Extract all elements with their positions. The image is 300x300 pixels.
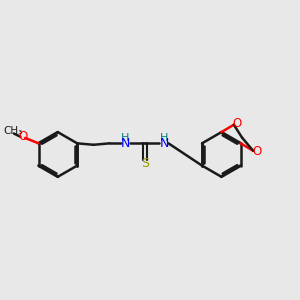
Text: S: S <box>141 157 148 170</box>
Text: O: O <box>233 117 242 130</box>
Text: O: O <box>18 130 27 143</box>
Text: N: N <box>121 137 130 150</box>
Text: N: N <box>159 137 169 150</box>
Text: H: H <box>121 133 130 143</box>
Text: H: H <box>160 133 168 143</box>
Text: CH₃: CH₃ <box>3 126 22 136</box>
Text: O: O <box>252 145 261 158</box>
